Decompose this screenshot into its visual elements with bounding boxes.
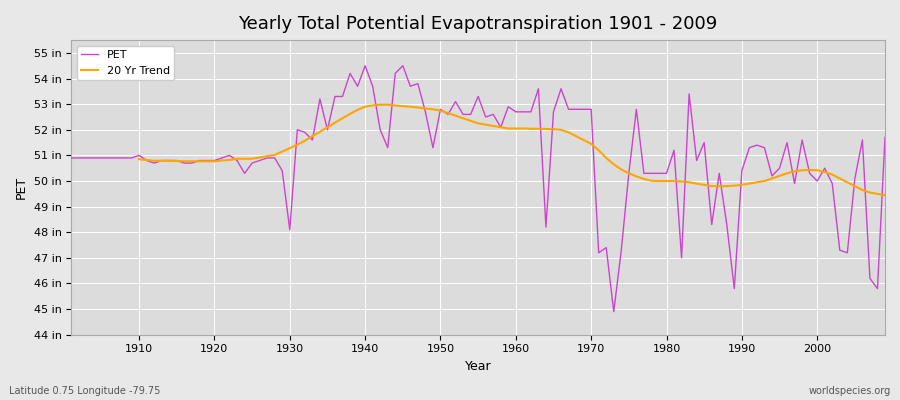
Legend: PET, 20 Yr Trend: PET, 20 Yr Trend	[76, 46, 175, 80]
Title: Yearly Total Potential Evapotranspiration 1901 - 2009: Yearly Total Potential Evapotranspiratio…	[238, 15, 718, 33]
20 Yr Trend	[827, 172, 838, 177]
PET	[292, 127, 302, 132]
X-axis label: Year: Year	[464, 360, 491, 373]
20 Yr Trend	[850, 184, 860, 188]
20 Yr Trend	[879, 193, 890, 198]
20 Yr Trend	[277, 149, 288, 154]
PET	[66, 156, 77, 160]
20 Yr Trend	[374, 102, 385, 107]
PET	[879, 135, 890, 140]
Line: PET: PET	[71, 66, 885, 312]
PET	[338, 94, 348, 99]
20 Yr Trend	[134, 157, 145, 162]
20 Yr Trend	[586, 142, 597, 146]
Y-axis label: PET: PET	[15, 176, 28, 199]
PET	[360, 63, 371, 68]
PET	[518, 110, 528, 114]
Line: 20 Yr Trend: 20 Yr Trend	[140, 105, 885, 195]
PET	[608, 309, 619, 314]
Text: worldspecies.org: worldspecies.org	[809, 386, 891, 396]
Text: Latitude 0.75 Longitude -79.75: Latitude 0.75 Longitude -79.75	[9, 386, 160, 396]
PET	[510, 110, 521, 114]
20 Yr Trend	[307, 134, 318, 138]
PET	[616, 248, 626, 252]
PET	[126, 156, 137, 160]
20 Yr Trend	[526, 126, 536, 131]
